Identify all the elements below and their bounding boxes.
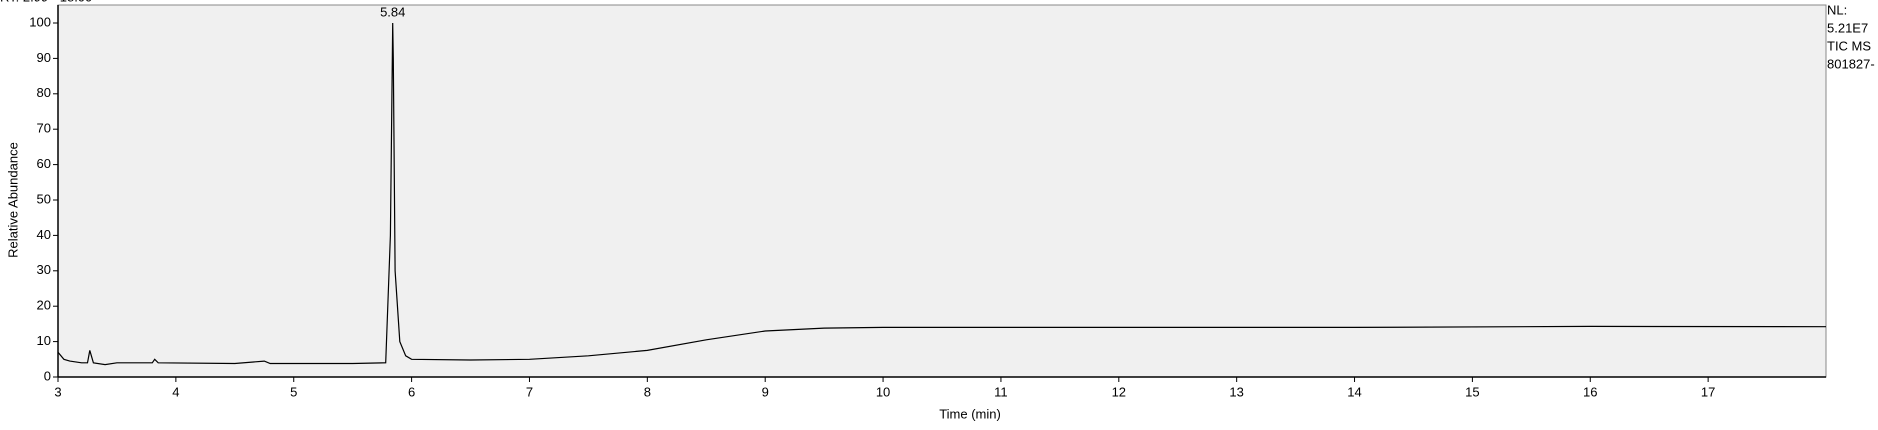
x-tick-label: 12 <box>1112 384 1126 399</box>
side-label: TIC MS <box>1827 38 1871 53</box>
side-label: 5.21E7 <box>1827 20 1868 35</box>
y-tick-label: 70 <box>37 121 51 136</box>
x-tick-label: 9 <box>762 384 769 399</box>
x-tick-label: 15 <box>1465 384 1479 399</box>
y-tick-label: 60 <box>37 156 51 171</box>
x-tick-label: 7 <box>526 384 533 399</box>
x-tick-label: 6 <box>408 384 415 399</box>
x-tick-label: 3 <box>54 384 61 399</box>
header: RT: 2.99 - 18.00 <box>0 0 92 4</box>
x-tick-label: 10 <box>876 384 890 399</box>
y-tick-label: 40 <box>37 227 51 242</box>
x-tick-label: 14 <box>1347 384 1361 399</box>
y-tick-label: 80 <box>37 85 51 100</box>
trace <box>57 22 1827 366</box>
x-tick-label: 5 <box>290 384 297 399</box>
y-tick-label: 100 <box>29 14 51 29</box>
x-tick-label: 13 <box>1229 384 1243 399</box>
peak-label: 5.84 <box>380 4 405 19</box>
x-axis-title: Time (min) <box>939 406 1001 421</box>
x-tick-label: 8 <box>644 384 651 399</box>
y-tick-label: 50 <box>37 191 51 206</box>
x-tick-label: 4 <box>172 384 179 399</box>
side-label: NL: <box>1827 2 1847 17</box>
y-tick-label: 90 <box>37 50 51 65</box>
y-tick-label: 30 <box>37 262 51 277</box>
y-tick-label: 20 <box>37 298 51 313</box>
side-label: 801827- <box>1827 56 1875 71</box>
x-tick-label: 11 <box>994 384 1008 399</box>
x-tick-label: 17 <box>1701 384 1715 399</box>
plot-area <box>57 4 1827 378</box>
x-tick-label: 16 <box>1583 384 1597 399</box>
y-tick-label: 0 <box>44 368 51 383</box>
y-axis-title: Relative Abundance <box>5 142 20 258</box>
y-tick-label: 10 <box>37 333 51 348</box>
